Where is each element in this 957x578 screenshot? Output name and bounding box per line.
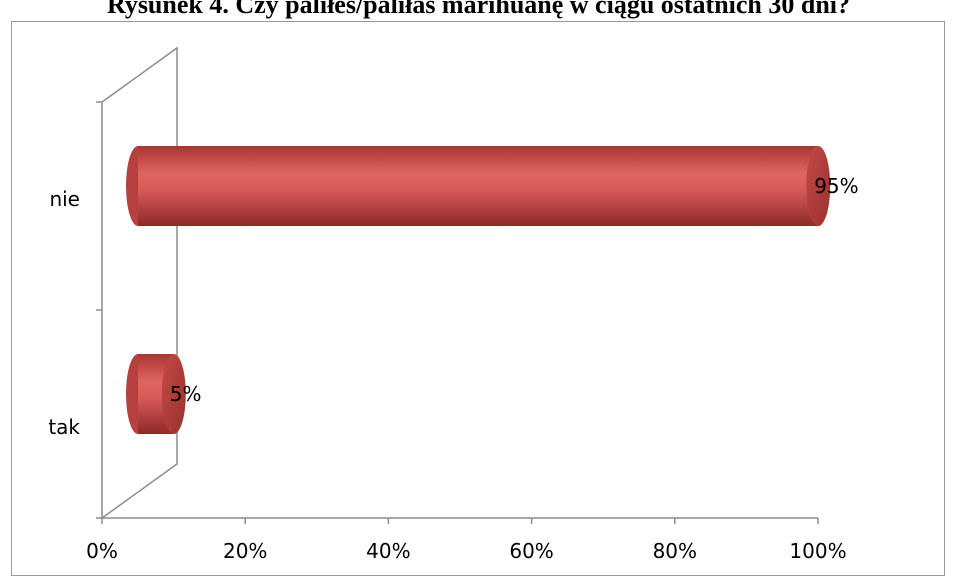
chart-bars xyxy=(126,146,831,434)
chart-frame xyxy=(11,21,945,576)
bar-body xyxy=(138,146,819,226)
x-tick-label: 0% xyxy=(86,539,118,563)
chart-title: Rysunek 4. Czy paliłeś/paliłaś marihuanę… xyxy=(106,0,851,19)
data-label-tak: 5% xyxy=(170,382,202,406)
x-tick-label: 100% xyxy=(789,539,846,563)
category-label-tak: tak xyxy=(48,415,80,439)
back-wall xyxy=(101,46,178,519)
chart-labels: 0% 20% 40% 60% 80% 100% tak 5% nie 95% xyxy=(48,174,858,563)
bar-end-cap xyxy=(161,354,186,434)
x-tick-label: 40% xyxy=(366,539,410,563)
bar-end-cap xyxy=(806,146,831,226)
bar-nie xyxy=(126,146,831,226)
x-tick-label: 80% xyxy=(653,539,697,563)
chart-axes xyxy=(96,46,819,524)
x-tick-label: 60% xyxy=(509,539,553,563)
category-label-nie: nie xyxy=(49,187,80,211)
bar-tak xyxy=(126,354,186,434)
x-tick-label: 20% xyxy=(223,539,267,563)
data-label-nie: 95% xyxy=(814,174,858,198)
